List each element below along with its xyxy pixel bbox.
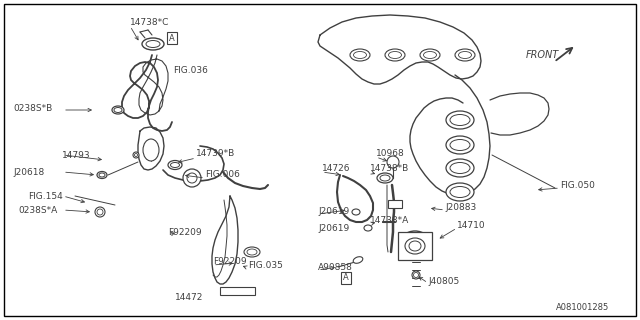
Ellipse shape — [385, 49, 405, 61]
Ellipse shape — [450, 187, 470, 197]
Text: J20618: J20618 — [13, 167, 44, 177]
Ellipse shape — [352, 209, 360, 215]
Ellipse shape — [97, 172, 107, 179]
Ellipse shape — [409, 241, 421, 251]
Ellipse shape — [455, 49, 475, 61]
Ellipse shape — [404, 236, 426, 254]
Ellipse shape — [99, 173, 105, 177]
Ellipse shape — [114, 108, 122, 113]
Ellipse shape — [134, 154, 138, 156]
Text: A: A — [169, 34, 175, 43]
Text: 14738*A: 14738*A — [370, 215, 409, 225]
Bar — [220, 287, 255, 295]
Ellipse shape — [446, 136, 474, 154]
Ellipse shape — [353, 52, 367, 59]
Ellipse shape — [377, 173, 393, 183]
Circle shape — [187, 173, 197, 183]
Ellipse shape — [143, 139, 159, 161]
Text: 14738*C: 14738*C — [130, 18, 170, 27]
Ellipse shape — [170, 163, 179, 167]
Text: A90858: A90858 — [318, 262, 353, 271]
Ellipse shape — [450, 115, 470, 125]
Ellipse shape — [388, 52, 401, 59]
Circle shape — [387, 156, 399, 168]
Text: FRONT: FRONT — [526, 50, 559, 60]
Ellipse shape — [446, 159, 474, 177]
Ellipse shape — [353, 257, 363, 263]
Circle shape — [413, 273, 419, 277]
Ellipse shape — [446, 111, 474, 129]
Ellipse shape — [458, 52, 472, 59]
Circle shape — [97, 209, 103, 215]
Text: FIG.035: FIG.035 — [248, 260, 283, 269]
Ellipse shape — [399, 231, 431, 259]
Ellipse shape — [350, 49, 370, 61]
Text: 14739*B: 14739*B — [196, 148, 236, 157]
Circle shape — [412, 271, 420, 279]
Text: 14738*B: 14738*B — [370, 164, 409, 172]
Text: FIG.050: FIG.050 — [560, 180, 595, 189]
Text: FIG.154: FIG.154 — [28, 191, 63, 201]
Ellipse shape — [112, 106, 124, 114]
Text: 10968: 10968 — [376, 148, 404, 157]
Ellipse shape — [364, 225, 372, 231]
Text: 14472: 14472 — [175, 293, 204, 302]
Circle shape — [183, 169, 201, 187]
Bar — [388, 200, 402, 208]
Ellipse shape — [244, 247, 260, 257]
Ellipse shape — [450, 163, 470, 173]
Text: 14726: 14726 — [322, 164, 351, 172]
Text: J20619: J20619 — [318, 206, 349, 215]
Text: FIG.006: FIG.006 — [205, 170, 240, 179]
Text: J40805: J40805 — [428, 276, 460, 285]
Bar — [398, 232, 432, 260]
Text: F92209: F92209 — [213, 258, 246, 267]
Ellipse shape — [405, 238, 425, 254]
Text: A081001285: A081001285 — [556, 303, 609, 313]
Ellipse shape — [146, 41, 160, 47]
Ellipse shape — [420, 49, 440, 61]
Text: F92209: F92209 — [168, 228, 202, 236]
Ellipse shape — [380, 175, 390, 181]
Ellipse shape — [247, 249, 257, 255]
Ellipse shape — [424, 52, 436, 59]
Text: 14710: 14710 — [457, 220, 486, 229]
Circle shape — [95, 207, 105, 217]
Text: FIG.036: FIG.036 — [173, 66, 208, 75]
Text: A: A — [343, 274, 349, 283]
Ellipse shape — [446, 183, 474, 201]
Text: J20883: J20883 — [445, 203, 476, 212]
Ellipse shape — [142, 38, 164, 50]
Text: J20619: J20619 — [318, 223, 349, 233]
Text: 0238S*A: 0238S*A — [18, 205, 57, 214]
Ellipse shape — [450, 140, 470, 150]
Text: 14793: 14793 — [62, 150, 91, 159]
Ellipse shape — [133, 152, 139, 158]
Ellipse shape — [168, 161, 182, 170]
Text: 0238S*B: 0238S*B — [13, 103, 52, 113]
